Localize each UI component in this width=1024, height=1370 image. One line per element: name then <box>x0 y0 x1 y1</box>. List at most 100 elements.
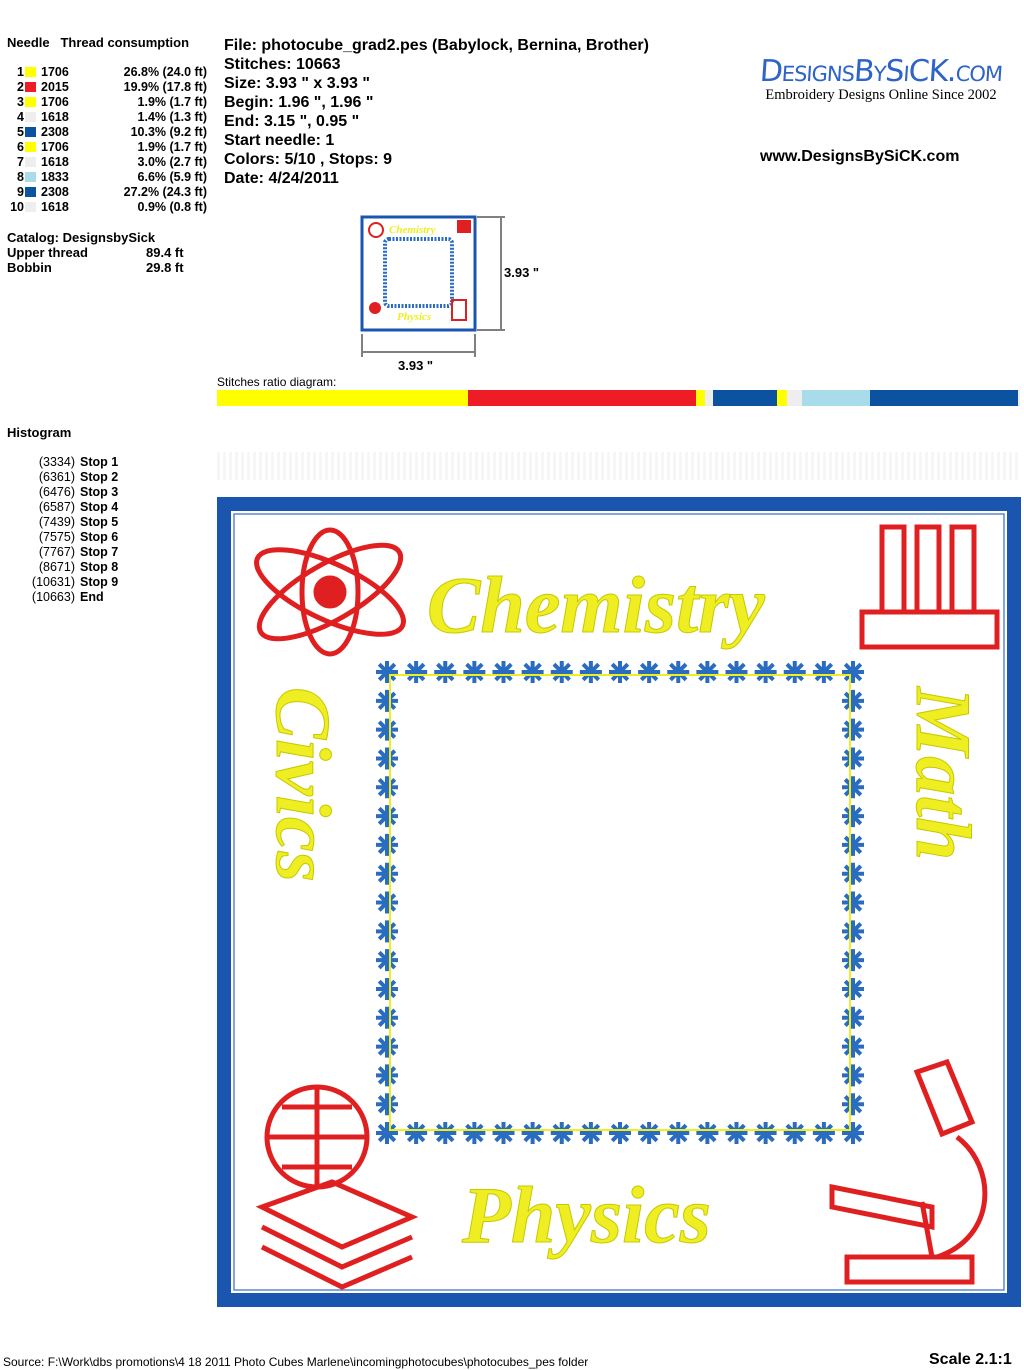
histogram-item: (6361) Stop 2 <box>0 470 140 485</box>
star-stitch <box>812 1122 835 1144</box>
needle-row: 5 2308 10.3% (9.2 ft) <box>0 125 210 140</box>
needle-row: 6 1706 1.9% (1.7 ft) <box>0 140 210 155</box>
catalog: Catalog: DesignsbySick <box>7 230 156 245</box>
star-stitch <box>638 661 661 683</box>
needle-number: 7 <box>17 155 24 169</box>
stop-label: Stop 4 <box>80 500 119 514</box>
start-needle: Start needle: 1 <box>224 132 335 149</box>
thumbnail-width-label: 3.93 " <box>398 358 434 373</box>
ratio-segment <box>468 390 697 406</box>
star-stitch <box>376 977 398 1000</box>
thread-code: 2308 <box>41 125 69 139</box>
star-stitch <box>376 718 398 741</box>
ratio-segment <box>801 390 870 406</box>
stop-count: (6361) <box>38 470 75 484</box>
histogram-item: (6476) Stop 3 <box>0 485 140 500</box>
star-stitch <box>842 949 864 972</box>
star-stitch <box>521 1122 544 1144</box>
svg-text:Chemistry: Chemistry <box>389 224 436 236</box>
color-swatch <box>25 172 36 182</box>
needle-row: 8 1833 6.6% (5.9 ft) <box>0 170 210 185</box>
needle-row: 4 1618 1.4% (1.3 ft) <box>0 110 210 125</box>
needle-number: 1 <box>17 65 24 79</box>
stitches: Stitches: 10663 <box>224 56 341 73</box>
design-preview: Chemistry Physics Civics Math <box>217 497 1021 1307</box>
histogram-item: (3334) Stop 1 <box>0 455 140 470</box>
star-stitch <box>550 661 573 683</box>
color-swatch <box>25 112 36 122</box>
star-stitch <box>579 1122 602 1144</box>
thread-code: 1618 <box>41 155 69 169</box>
star-stitch <box>842 862 864 885</box>
star-stitch <box>842 1006 864 1029</box>
word-chemistry: Chemistry <box>427 562 765 650</box>
star-stitch <box>405 1122 428 1144</box>
thread-header: Thread consumption <box>60 35 190 50</box>
needle-row: 3 1706 1.9% (1.7 ft) <box>0 95 210 110</box>
star-stitch <box>783 661 806 683</box>
star-stitch <box>842 1064 864 1087</box>
thread-consumption: 1.9% (1.7 ft) <box>137 95 207 109</box>
thread-code: 2308 <box>41 185 69 199</box>
stop-label: Stop 8 <box>80 560 119 574</box>
star-stitch <box>609 661 631 683</box>
ratio-segment <box>713 390 778 406</box>
star-stitch <box>842 833 864 856</box>
star-stitch <box>754 661 777 683</box>
star-stitch <box>376 891 398 914</box>
star-stitch <box>842 977 864 1000</box>
thread-code: 1706 <box>41 140 69 154</box>
color-swatch <box>25 67 36 77</box>
star-stitch <box>783 1122 806 1144</box>
stop-label: Stop 9 <box>80 575 119 589</box>
bobbin-label: Bobbin <box>7 260 52 275</box>
ratio-segment <box>1017 390 1020 406</box>
star-stitch <box>492 1122 515 1144</box>
star-stitch <box>376 1064 398 1087</box>
end: End: 3.15 ", 0.95 " <box>224 113 360 130</box>
stop-label: Stop 7 <box>80 545 119 559</box>
color-swatch <box>25 97 36 107</box>
star-stitch <box>463 1122 486 1144</box>
star-stitch <box>725 1122 748 1144</box>
star-stitch <box>405 661 428 683</box>
color-swatch <box>25 127 36 137</box>
ratio-segment <box>696 390 705 406</box>
histogram-item: (7575) Stop 6 <box>0 530 140 545</box>
star-stitch <box>842 891 864 914</box>
star-stitch <box>609 1122 631 1144</box>
upper-thread-label: Upper thread <box>7 245 88 260</box>
star-stitch <box>842 1035 864 1058</box>
thread-code: 1618 <box>41 200 69 214</box>
thread-consumption: 3.0% (2.7 ft) <box>137 155 207 169</box>
ratio-segment <box>704 390 714 406</box>
needle-row: 9 2308 27.2% (24.3 ft) <box>0 185 210 200</box>
file-name: File: photocube_grad2.pes (Babylock, Ber… <box>224 37 649 54</box>
histogram-item: (10663) End <box>0 590 140 605</box>
star-stitch <box>696 661 719 683</box>
color-swatch <box>25 82 36 92</box>
star-stitch <box>434 1122 457 1144</box>
histogram-item: (8671) Stop 8 <box>0 560 140 575</box>
svg-text:Physics: Physics <box>397 311 431 323</box>
star-stitch <box>376 776 398 799</box>
color-swatch <box>25 187 36 197</box>
star-stitch <box>376 747 398 770</box>
needle-number: 10 <box>10 200 24 214</box>
colors-stops: Colors: 5/10 , Stops: 9 <box>224 151 393 168</box>
date: Date: 4/24/2011 <box>224 170 339 187</box>
star-stitch <box>696 1122 719 1144</box>
star-stitch <box>842 689 864 712</box>
upper-thread-value: 89.4 ft <box>146 245 184 260</box>
thread-consumption: 1.4% (1.3 ft) <box>137 110 207 124</box>
star-stitch <box>376 1122 398 1144</box>
needle-number: 2 <box>17 80 24 94</box>
star-stitch <box>638 1122 661 1144</box>
histogram-item: (6587) Stop 4 <box>0 500 140 515</box>
stop-count: (7767) <box>38 545 75 559</box>
star-stitch <box>725 661 748 683</box>
stop-count: (3334) <box>38 455 75 469</box>
star-stitch <box>376 1093 398 1116</box>
website-url[interactable]: www.DesignsBySiCK.com <box>760 148 960 165</box>
